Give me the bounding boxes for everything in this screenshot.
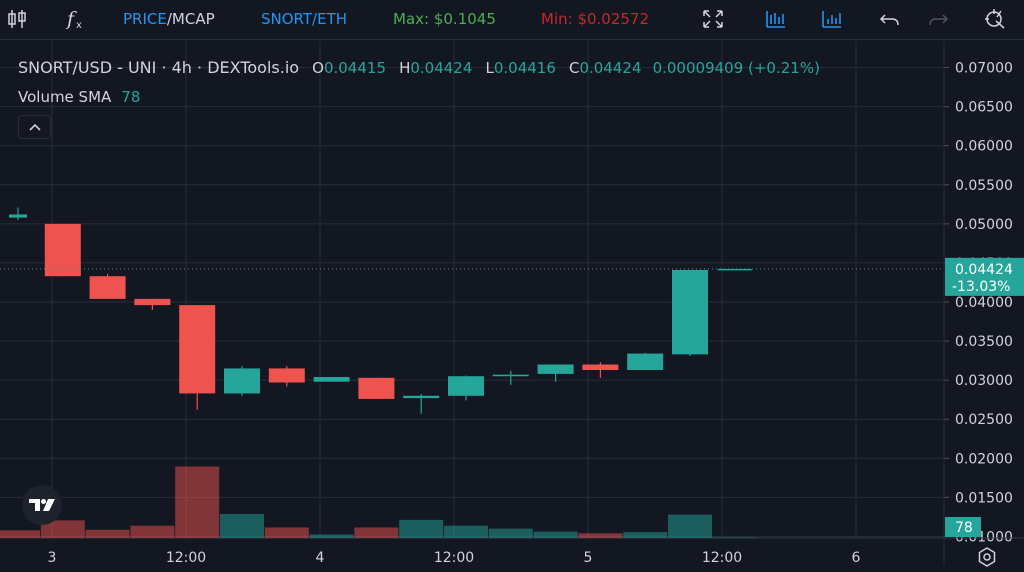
- candle-body: [9, 214, 27, 218]
- x-tick-label: 12:00: [166, 550, 206, 565]
- chart-legend: SNORT/USD - UNI · 4h · DEXTools.io O0.04…: [18, 58, 820, 78]
- volume-legend: Volume SMA 78: [18, 88, 140, 106]
- price-change-label: -13.03%: [952, 279, 1010, 295]
- pair-toggle[interactable]: SNORT/ETH: [261, 10, 348, 28]
- price-mcap-separator: /: [166, 10, 172, 28]
- price-axis-label: 0.04424: [955, 262, 1013, 278]
- volume-axis-label: 78: [955, 520, 973, 536]
- candle-body: [134, 298, 171, 306]
- high-label: H: [399, 59, 411, 77]
- volume-bar: [85, 529, 130, 538]
- volume-bar: [533, 531, 578, 538]
- y-tick-label: 0.04000: [955, 295, 1013, 311]
- y-tick-label: 0.05500: [955, 178, 1013, 194]
- y-tick-label: 0.06000: [955, 139, 1013, 155]
- candle-body: [44, 223, 81, 277]
- open-value: 0.04415: [323, 59, 386, 77]
- close-label: C: [568, 59, 580, 77]
- candle-body: [268, 368, 305, 383]
- svg-text:f: f: [65, 8, 77, 30]
- candle-body: [403, 395, 440, 399]
- collapse-legend-button[interactable]: [18, 115, 51, 139]
- volume-value: 78: [121, 88, 141, 106]
- price-option[interactable]: PRICE: [123, 10, 167, 28]
- bar-chart-icon[interactable]: [763, 7, 789, 31]
- volume-bar: [40, 520, 85, 538]
- price-mcap-toggle[interactable]: PRICE/MCAP: [123, 10, 215, 28]
- chart-area[interactable]: 0.070000.065000.060000.055000.050000.045…: [0, 41, 1024, 567]
- undo-icon[interactable]: [877, 7, 903, 31]
- candle-body: [672, 269, 708, 355]
- y-tick-label: 0.02500: [955, 412, 1013, 428]
- x-tick-label: 6: [852, 550, 861, 565]
- tradingview-logo[interactable]: [22, 485, 62, 525]
- volume-bar: [488, 528, 533, 538]
- high-value: 0.04424: [410, 59, 473, 77]
- open-label: O: [312, 59, 324, 77]
- candle-body: [224, 368, 260, 394]
- volume-bar: [354, 527, 399, 538]
- x-tick-label: 3: [48, 550, 57, 565]
- volume-bar: [399, 519, 444, 538]
- volume-bars: [0, 466, 757, 538]
- volume-axis-label-bg: [945, 517, 981, 537]
- volume-bar: [264, 527, 309, 538]
- max-price-label: Max: $0.1045: [393, 10, 496, 28]
- candles-icon[interactable]: [4, 7, 30, 31]
- price-axis-label-bg: [945, 257, 1024, 296]
- crosshair-icon[interactable]: [982, 7, 1008, 31]
- x-tick-label: 4: [316, 550, 325, 565]
- close-value: 0.04424: [579, 59, 642, 77]
- y-tick-label: 0.07000: [955, 61, 1013, 77]
- candles: [9, 207, 752, 414]
- volume-bar: [175, 466, 220, 538]
- volume-bar: [578, 533, 623, 538]
- y-tick-label: 0.02000: [955, 451, 1013, 467]
- volume-bar: [130, 525, 175, 538]
- y-tick-label: 0.01500: [955, 490, 1013, 506]
- volume-bar: [309, 534, 354, 538]
- volume-bar: [0, 530, 40, 538]
- chevron-up-icon: [28, 123, 41, 131]
- redo-icon[interactable]: [925, 7, 951, 31]
- candle-body: [358, 377, 395, 399]
- candle-body: [582, 364, 619, 370]
- volume-bar: [623, 532, 668, 538]
- candle-body: [89, 276, 126, 299]
- column-chart-icon[interactable]: [819, 7, 845, 31]
- change-value: 0.00009409 (+0.21%): [652, 59, 820, 77]
- chart-overlay: 0.04424-13.03% 78: [0, 257, 1024, 537]
- low-value: 0.04416: [493, 59, 556, 77]
- y-tick-label: 0.03500: [955, 334, 1013, 350]
- fullscreen-icon[interactable]: [700, 7, 726, 31]
- y-tick-label: 0.05000: [955, 217, 1013, 233]
- chart-title: SNORT/USD - UNI · 4h · DEXTools.io: [18, 58, 300, 77]
- y-tick-label: 0.03000: [955, 373, 1013, 389]
- volume-bar: [444, 525, 488, 538]
- candle-body: [627, 353, 664, 370]
- candle-body: [179, 305, 216, 394]
- x-tick-label: 5: [584, 550, 593, 565]
- x-tick-label: 12:00: [702, 550, 742, 565]
- volume-label: Volume SMA: [18, 88, 112, 106]
- candlestick-chart[interactable]: 0.070000.065000.060000.055000.050000.045…: [0, 41, 1024, 565]
- candle-body: [313, 377, 350, 382]
- volume-bar: [668, 514, 712, 538]
- x-tick-label: 12:00: [434, 550, 474, 565]
- tv-logo-icon: [29, 499, 55, 511]
- candle-body: [448, 376, 484, 396]
- mcap-option[interactable]: MCAP: [171, 10, 215, 28]
- candle-body: [537, 364, 574, 374]
- min-price-label: Min: $0.02572: [541, 10, 650, 28]
- candle-body: [492, 374, 529, 377]
- svg-text:x: x: [76, 20, 82, 31]
- volume-bar: [220, 513, 264, 538]
- y-tick-label: 0.06500: [955, 100, 1013, 116]
- candle-body: [717, 268, 752, 271]
- volume-bar: [712, 537, 757, 538]
- low-label: L: [485, 59, 494, 77]
